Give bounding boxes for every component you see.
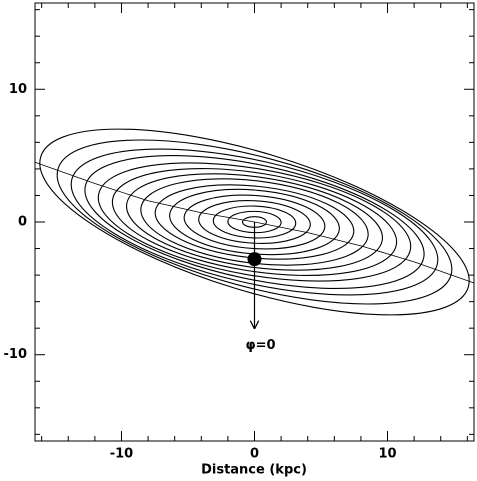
x-axis-label: Distance (kpc) [201, 463, 307, 478]
x-tick-label: -10 [110, 447, 134, 462]
orbit-ellipse [126, 173, 383, 271]
y-tick-label: 10 [9, 82, 27, 97]
y-tick-label: -10 [4, 347, 28, 362]
x-tick-label: 10 [378, 447, 396, 462]
orbit-ellipse [183, 194, 326, 250]
sun-point [247, 252, 262, 267]
orbit-ellipse [70, 148, 439, 296]
orbit-ellipse [198, 200, 311, 244]
orbit-ellipse [111, 167, 398, 277]
orbit-ellipse [97, 162, 412, 282]
phi-label: φ=0 [245, 338, 275, 353]
x-tick-label: 0 [250, 447, 259, 462]
y-tick-label: 0 [18, 215, 27, 230]
orbit-ellipse [84, 155, 425, 289]
orbit-ellipse [39, 128, 470, 316]
